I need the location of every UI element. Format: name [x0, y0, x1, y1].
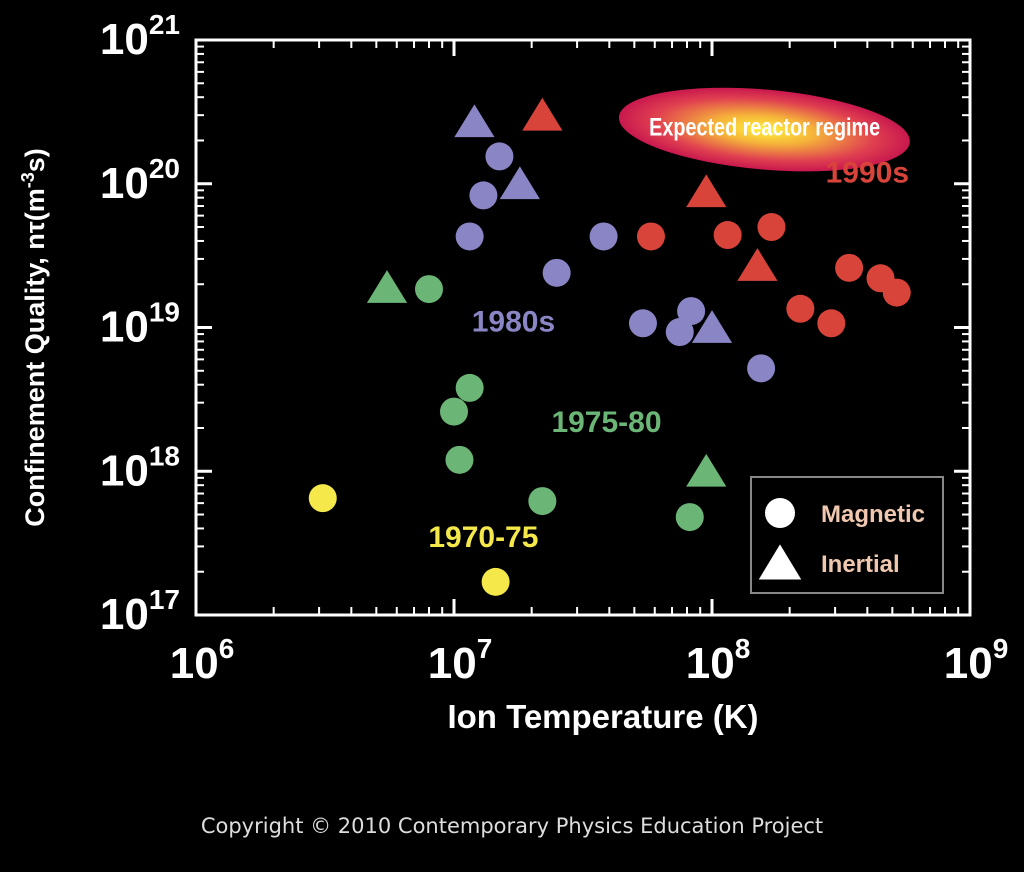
point-1975-80-triangle [366, 270, 408, 303]
y-tick-label: 1021 [100, 9, 180, 64]
point-1980s-circle [485, 142, 514, 171]
point-1980s-circle [628, 309, 657, 338]
point-1980s-circle [469, 181, 498, 210]
point-1975-80-circle [414, 275, 443, 304]
point-1980s-circle [542, 258, 571, 287]
x-tick-label: 107 [428, 633, 493, 688]
point-1980s-circle [665, 318, 694, 347]
legend-magnetic-label: Magnetic [821, 501, 925, 528]
point-1990s-triangle [737, 248, 778, 281]
legend-box [750, 476, 944, 594]
legend-inertial-marker [758, 544, 802, 580]
series-label-1990s: 1990s [826, 156, 909, 189]
point-1975-80-circle [440, 397, 468, 426]
point-1990s-circle [713, 221, 742, 250]
y-tick-label: 1020 [100, 153, 180, 208]
legend-magnetic-marker [765, 498, 795, 528]
x-tick-label: 108 [686, 633, 751, 688]
series-label-1980s: 1980s [472, 306, 555, 339]
reactor-regime-label: Expected reactor regime [649, 112, 880, 141]
point-1990s-circle [882, 278, 911, 307]
reactor-regime-region [618, 87, 910, 172]
copyright-text: Copyright © 2010 Contemporary Physics Ed… [200, 814, 824, 838]
point-1980s-triangle [691, 310, 733, 343]
y-tick-label: 1018 [100, 440, 180, 495]
point-1990s-circle [786, 294, 815, 323]
y-axis-title: Confinement Quality, nτ(m-3s) [18, 148, 50, 527]
point-1975-80-circle [445, 445, 474, 474]
point-1980s-circle [677, 297, 706, 326]
point-1980s-circle [589, 222, 618, 251]
point-1975-80-circle [455, 373, 484, 402]
legend-inertial-label: Inertial [821, 551, 900, 578]
y-tick-label: 1019 [100, 297, 180, 352]
point-1975-80-circle [675, 503, 704, 532]
point-1990s-triangle [522, 97, 563, 131]
point-1980s-triangle [499, 166, 540, 200]
point-1990s-circle [817, 309, 846, 338]
point-1980s-circle [455, 222, 484, 251]
point-1970-75-circle [481, 567, 510, 596]
point-1990s-circle [636, 222, 665, 251]
series-label-1975-80: 1975-80 [551, 406, 661, 439]
point-1990s-circle [757, 213, 786, 242]
x-axis-title: Ion Temperature (K) [447, 698, 758, 735]
series-label-1970-75: 1970-75 [428, 521, 538, 554]
point-1990s-circle [835, 253, 864, 282]
point-1980s-circle [747, 354, 776, 383]
point-1970-75-circle [308, 484, 337, 513]
x-tick-label: 106 [170, 633, 235, 688]
point-1980s-triangle [454, 104, 495, 138]
point-1990s-triangle [686, 174, 727, 208]
x-tick-label: 109 [944, 633, 1009, 688]
point-1975-80-triangle [686, 453, 727, 487]
point-1975-80-circle [528, 487, 557, 516]
y-tick-label: 1017 [100, 584, 180, 639]
